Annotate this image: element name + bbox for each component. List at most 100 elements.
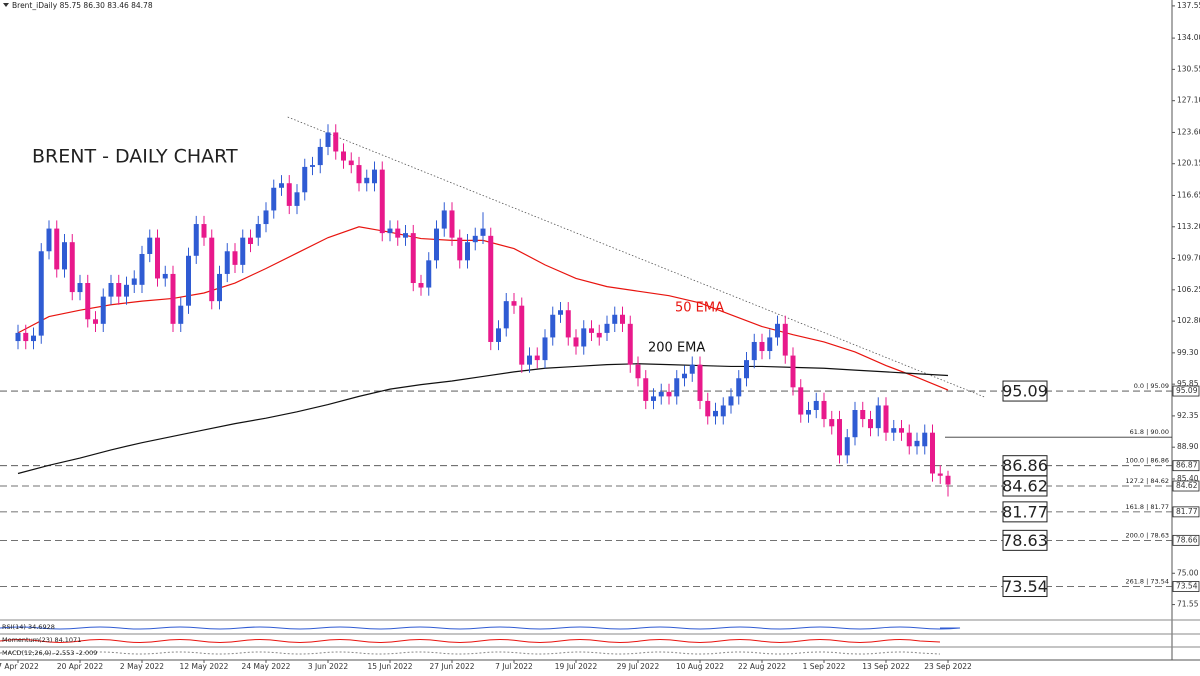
level-box-label: 81.77 bbox=[1002, 502, 1048, 521]
candle-body bbox=[558, 310, 563, 315]
x-tick-label: 13 Sep 2022 bbox=[862, 662, 910, 671]
candle-body bbox=[379, 169, 385, 234]
candle-body bbox=[217, 273, 222, 302]
momentum-line bbox=[0, 639, 941, 643]
candle-body bbox=[62, 242, 67, 270]
candle-body bbox=[891, 428, 897, 433]
y-tick-label: 85.40 bbox=[1177, 474, 1199, 483]
candle-body bbox=[23, 332, 29, 342]
price-tag bbox=[1172, 506, 1200, 518]
candle-body bbox=[720, 405, 726, 417]
candle-body bbox=[868, 419, 873, 429]
candle-body bbox=[201, 224, 207, 238]
indicator-label: MACD(12,26,9) -2.553 -2.009 bbox=[2, 649, 97, 657]
price-tag bbox=[1172, 534, 1200, 546]
x-tick-label: 29 Jul 2022 bbox=[617, 662, 660, 671]
candle-body bbox=[751, 341, 757, 361]
candle-body bbox=[906, 432, 912, 447]
price-tag bbox=[1172, 480, 1200, 492]
level-box bbox=[1002, 380, 1048, 402]
candle-body bbox=[341, 151, 346, 161]
candle-body bbox=[813, 400, 819, 410]
candle-body bbox=[767, 337, 773, 352]
candle-body bbox=[294, 192, 300, 206]
candle-body bbox=[286, 183, 292, 206]
fib-level-label: 0.0 | 95.09 bbox=[1134, 382, 1169, 390]
indicator-label: Momentum(23) 84.1071 bbox=[2, 636, 81, 644]
y-tick-label: 95.85 bbox=[1177, 379, 1199, 388]
candle-body bbox=[744, 360, 749, 379]
x-tick-label: 24 May 2022 bbox=[242, 662, 291, 671]
level-box bbox=[1002, 501, 1048, 523]
candle-body bbox=[54, 228, 60, 270]
candle-body bbox=[93, 319, 98, 324]
candle-body bbox=[503, 301, 509, 329]
candle-body bbox=[728, 396, 734, 406]
candle-body bbox=[170, 273, 176, 324]
candle-body bbox=[930, 432, 935, 474]
candle-body bbox=[581, 328, 587, 347]
level-box-label: 78.63 bbox=[1002, 531, 1048, 550]
candle-body bbox=[302, 166, 308, 193]
candle-body bbox=[310, 165, 315, 167]
x-tick-label: 15 Jun 2022 bbox=[367, 662, 412, 671]
fib-level-label: 100.0 | 86.86 bbox=[1125, 457, 1169, 465]
candle-body bbox=[77, 283, 83, 293]
y-tick-label: 102.80 bbox=[1177, 316, 1200, 325]
candle-body bbox=[821, 400, 827, 420]
y-tick-label: 109.70 bbox=[1177, 254, 1200, 263]
y-tick-label: 123.60 bbox=[1177, 127, 1200, 136]
candle-body bbox=[31, 335, 36, 342]
candle-body bbox=[69, 242, 75, 293]
candle-body bbox=[759, 341, 765, 352]
x-tick-label: 23 Sep 2022 bbox=[924, 662, 972, 671]
candle-body bbox=[790, 355, 796, 388]
candle-body bbox=[806, 410, 811, 415]
candle-body bbox=[697, 364, 703, 401]
candle-body bbox=[542, 337, 548, 361]
candle-body bbox=[550, 314, 556, 338]
candle-body bbox=[883, 405, 889, 433]
y-tick-label: 127.10 bbox=[1177, 96, 1200, 105]
candle-body bbox=[604, 323, 610, 333]
candle-body bbox=[372, 169, 377, 184]
candle-body bbox=[317, 146, 323, 166]
candle-body bbox=[364, 177, 370, 184]
x-tick-label: 10 Aug 2022 bbox=[676, 662, 724, 671]
level-box bbox=[1002, 475, 1048, 497]
x-tick-label: 22 Aug 2022 bbox=[738, 662, 786, 671]
candle-body bbox=[124, 284, 129, 297]
candle-body bbox=[860, 410, 866, 420]
candle-body bbox=[116, 283, 122, 297]
candle-body bbox=[434, 228, 439, 261]
candle-body bbox=[162, 273, 168, 279]
candle-body bbox=[426, 260, 432, 288]
chart-title: BRENT - DAILY CHART bbox=[32, 146, 238, 168]
candle-body bbox=[612, 314, 618, 324]
candle-body bbox=[232, 251, 238, 265]
y-tick-label: 113.20 bbox=[1177, 222, 1200, 231]
candle-body bbox=[333, 132, 339, 152]
candle-body bbox=[899, 428, 904, 433]
x-tick-label: 2 May 2022 bbox=[120, 662, 164, 671]
candle-body bbox=[496, 328, 501, 342]
candle-body bbox=[465, 242, 470, 261]
fib-level-label: 127.2 | 84.62 bbox=[1125, 477, 1169, 485]
price-tag-label: 95.09 bbox=[1176, 386, 1198, 395]
candle-body bbox=[15, 332, 21, 342]
candle-body bbox=[689, 364, 695, 374]
candle-body bbox=[240, 237, 246, 265]
y-tick-label: 130.55 bbox=[1177, 64, 1200, 73]
candle-body bbox=[348, 160, 354, 166]
candle-body bbox=[596, 332, 602, 338]
y-tick-label: 75.00 bbox=[1177, 568, 1199, 577]
candle-body bbox=[108, 283, 114, 297]
candle-body bbox=[271, 187, 277, 211]
candle-body bbox=[100, 296, 106, 324]
fib-level-label: 61.8 | 90.00 bbox=[1130, 428, 1169, 436]
price-tag-label: 78.66 bbox=[1176, 535, 1198, 544]
candle-body bbox=[643, 378, 649, 401]
y-tick-label: 106.25 bbox=[1177, 285, 1200, 294]
candle-body bbox=[255, 224, 261, 238]
